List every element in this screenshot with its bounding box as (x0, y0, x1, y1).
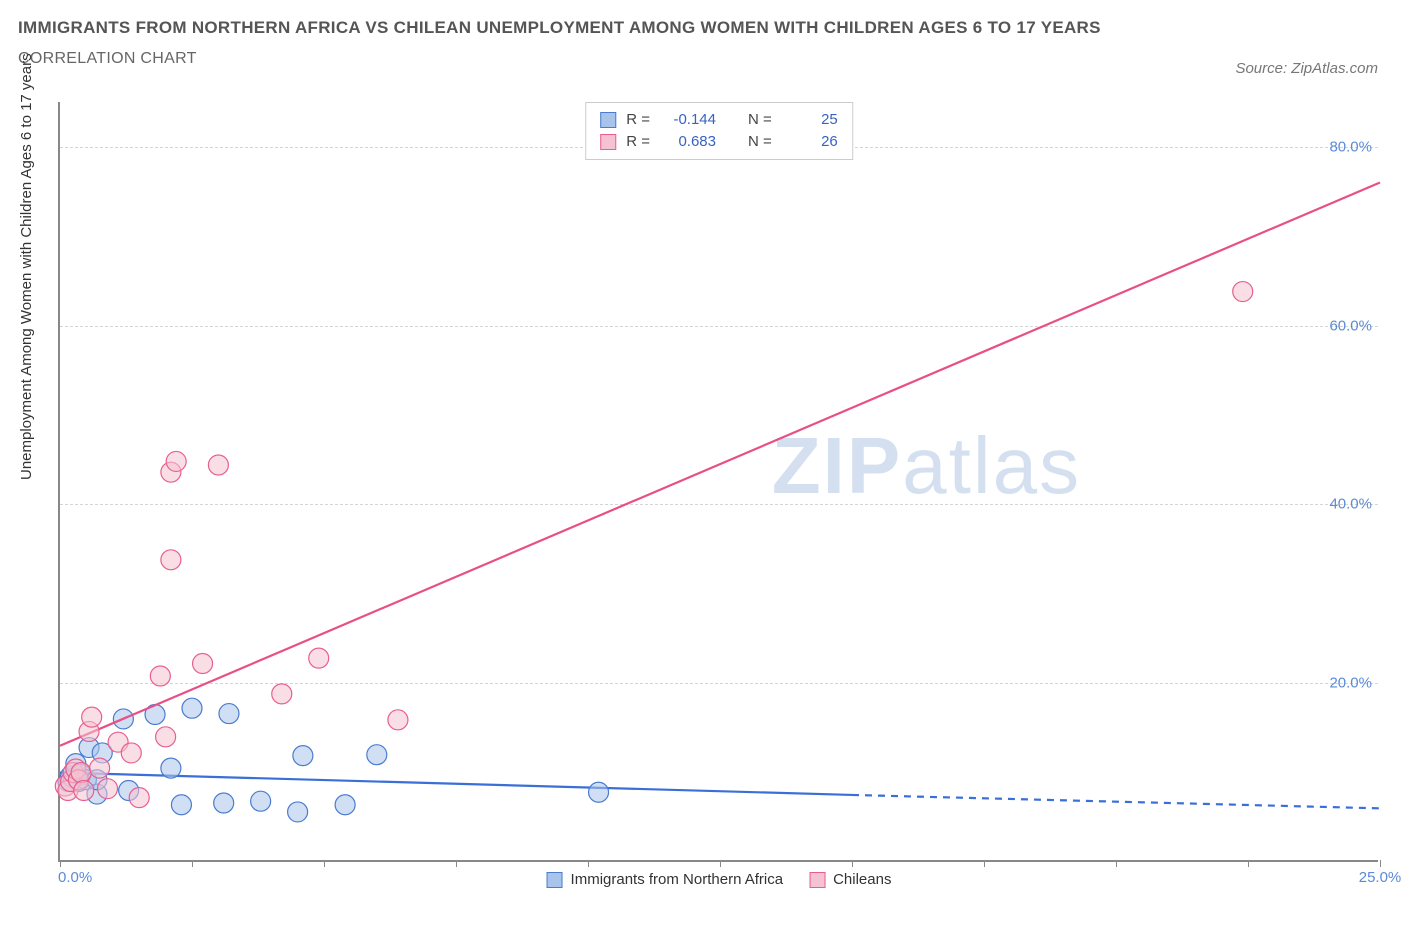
x-tick (984, 860, 985, 867)
x-tick-label: 0.0% (58, 869, 92, 886)
x-tick (720, 860, 721, 867)
chart-plot-area: ZIPatlas R = -0.144 N = 25 R = 0.683 N =… (58, 102, 1378, 862)
legend-item-series-2: Chileans (809, 871, 891, 888)
x-tick (1380, 860, 1381, 867)
chart-title: IMMIGRANTS FROM NORTHERN AFRICA VS CHILE… (18, 18, 1388, 38)
swatch-series-1-bottom (547, 872, 563, 888)
legend-row-series-2: R = 0.683 N = 26 (600, 131, 838, 153)
swatch-series-2 (600, 134, 616, 150)
x-tick (324, 860, 325, 867)
swatch-series-1 (600, 112, 616, 128)
x-tick (588, 860, 589, 867)
x-tick (1248, 860, 1249, 867)
x-tick (1116, 860, 1117, 867)
x-tick (60, 860, 61, 867)
chart-subtitle: CORRELATION CHART (18, 50, 1388, 68)
x-tick (456, 860, 457, 867)
legend-item-series-1: Immigrants from Northern Africa (547, 871, 784, 888)
y-axis-label: Unemployment Among Women with Children A… (18, 53, 35, 480)
swatch-series-2-bottom (809, 872, 825, 888)
scatter-svg (60, 102, 1378, 860)
source-attribution: Source: ZipAtlas.com (1235, 60, 1378, 77)
legend-row-series-1: R = -0.144 N = 25 (600, 109, 838, 131)
correlation-legend: R = -0.144 N = 25 R = 0.683 N = 26 (585, 102, 853, 160)
x-tick (192, 860, 193, 867)
x-tick-label: 25.0% (1359, 869, 1402, 886)
series-legend: Immigrants from Northern Africa Chileans (547, 871, 892, 888)
x-tick (852, 860, 853, 867)
